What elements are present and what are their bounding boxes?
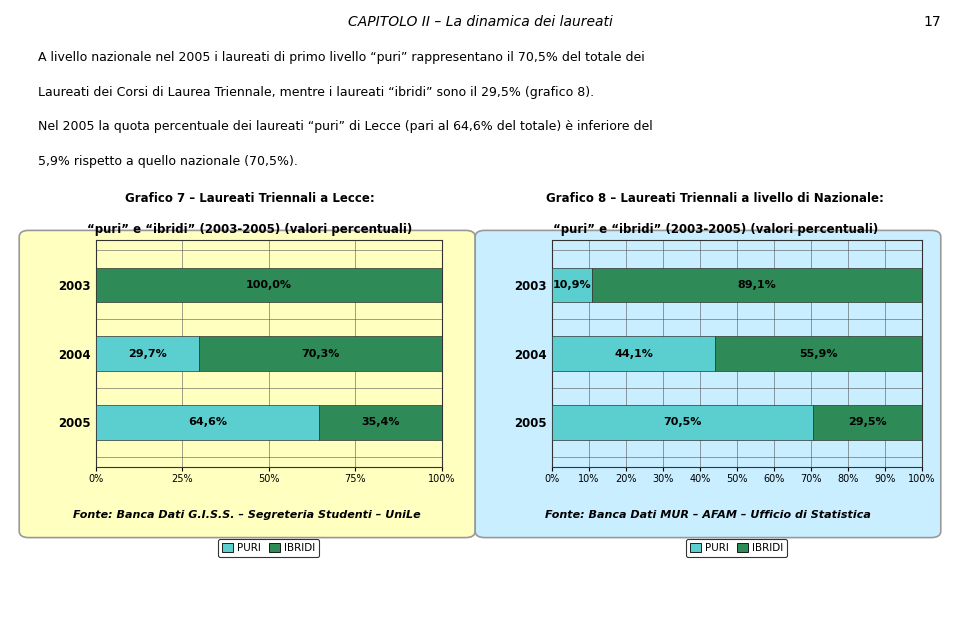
Text: 70,5%: 70,5%	[663, 417, 702, 428]
Text: “puri” e “ibridi” (2003-2005) (valori percentuali): “puri” e “ibridi” (2003-2005) (valori pe…	[553, 223, 877, 236]
Text: 29,7%: 29,7%	[128, 349, 167, 358]
Text: Fonte: Banca Dati MUR – AFAM – Ufficio di Statistica: Fonte: Banca Dati MUR – AFAM – Ufficio d…	[545, 510, 871, 520]
Text: Grafico 8 – Laureati Triennali a livello di Nazionale:: Grafico 8 – Laureati Triennali a livello…	[546, 192, 884, 205]
Text: A livello nazionale nel 2005 i laureati di primo livello “puri” rappresentano il: A livello nazionale nel 2005 i laureati …	[38, 51, 645, 64]
Bar	[592, 268, 922, 302]
Text: 5,9% rispetto a quello nazionale (70,5%).: 5,9% rispetto a quello nazionale (70,5%)…	[38, 155, 299, 168]
Text: CAPITOLO II – La dinamica dei laureati: CAPITOLO II – La dinamica dei laureati	[348, 15, 612, 29]
Text: 70,3%: 70,3%	[300, 349, 339, 358]
Bar	[96, 405, 320, 440]
Text: 100,0%: 100,0%	[246, 280, 292, 290]
Text: 55,9%: 55,9%	[799, 349, 837, 358]
Text: “puri” e “ibridi” (2003-2005) (valori percentuali): “puri” e “ibridi” (2003-2005) (valori pe…	[87, 223, 412, 236]
Bar	[96, 268, 442, 302]
Legend: PURI, IBRIDI: PURI, IBRIDI	[218, 539, 320, 557]
Text: Fonte: Banca Dati G.I.S.S. – Segreteria Studenti – UniLe: Fonte: Banca Dati G.I.S.S. – Segreteria …	[73, 510, 421, 520]
Legend: PURI, IBRIDI: PURI, IBRIDI	[686, 539, 787, 557]
Text: 89,1%: 89,1%	[737, 280, 777, 290]
Text: 29,5%: 29,5%	[848, 417, 886, 428]
Text: 17: 17	[924, 15, 941, 29]
Bar	[552, 405, 812, 440]
Text: Grafico 7 – Laureati Triennali a Lecce:: Grafico 7 – Laureati Triennali a Lecce:	[125, 192, 374, 205]
Bar	[96, 337, 199, 371]
Bar	[715, 337, 922, 371]
Text: 64,6%: 64,6%	[188, 417, 228, 428]
Text: 44,1%: 44,1%	[614, 349, 653, 358]
Bar	[552, 337, 715, 371]
Text: Laureati dei Corsi di Laurea Triennale, mentre i laureati “ibridi” sono il 29,5%: Laureati dei Corsi di Laurea Triennale, …	[38, 86, 594, 99]
Text: 10,9%: 10,9%	[553, 280, 591, 290]
Bar	[552, 268, 592, 302]
Bar	[199, 337, 442, 371]
Text: 35,4%: 35,4%	[361, 417, 399, 428]
Bar	[320, 405, 442, 440]
Bar	[812, 405, 922, 440]
Text: Nel 2005 la quota percentuale dei laureati “puri” di Lecce (pari al 64,6% del to: Nel 2005 la quota percentuale dei laurea…	[38, 120, 653, 133]
